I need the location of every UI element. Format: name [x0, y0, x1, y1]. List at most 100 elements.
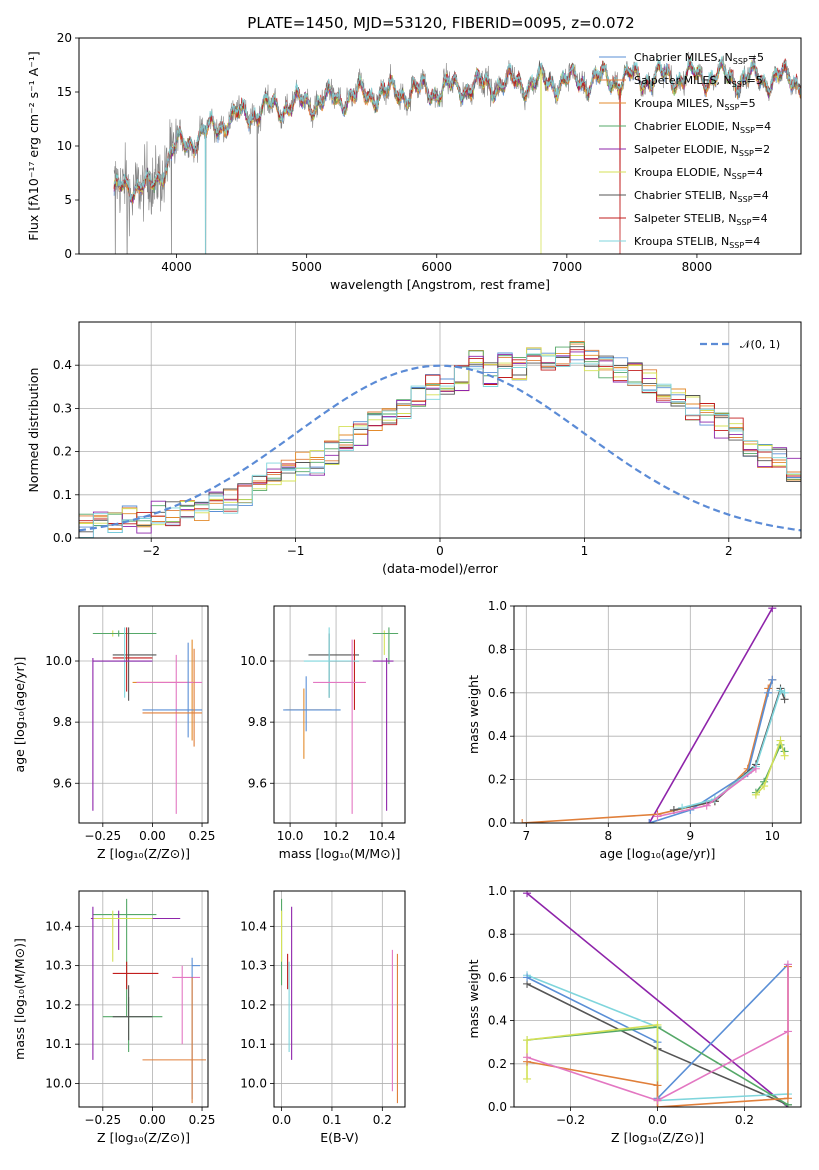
x-tick-label: 0.2	[373, 1113, 392, 1127]
x-tick-label: 0.2	[735, 1113, 754, 1127]
x-tick-label: 2	[725, 544, 733, 558]
y-tick-label: 0.0	[488, 816, 507, 830]
y-tick-label: 9.6	[248, 776, 267, 790]
errorbar-point	[112, 627, 153, 692]
mass-weight-series	[681, 689, 785, 809]
errorbar-point	[329, 639, 360, 710]
y-tick-label: 5	[64, 193, 72, 207]
errorbar-point	[308, 633, 360, 698]
axes-frame	[78, 605, 209, 824]
y-tick-label: 9.8	[53, 715, 72, 729]
model-spectrum-line	[113, 55, 801, 254]
plot-area	[523, 891, 792, 1107]
errorbar-point	[372, 657, 394, 811]
errorbar-point	[285, 688, 332, 759]
legend-label: Kroupa ELODIE, NSSP=4	[634, 166, 763, 181]
plot-area	[79, 341, 801, 538]
errorbar-point	[172, 965, 201, 1045]
errorbar-point	[92, 627, 153, 698]
x-tick-label: 5000	[291, 260, 322, 274]
mass-weight-marker	[523, 973, 532, 982]
x-tick-label: −0.25	[84, 829, 121, 843]
x-tick-label: 4000	[161, 260, 192, 274]
y-tick-label: 10.2	[45, 998, 72, 1012]
y-axis-label: mass [log₁₀(M/M⊙)]	[12, 938, 27, 1060]
mass-weight-marker	[523, 1074, 532, 1083]
normal-curve	[79, 364, 801, 532]
x-tick-label: 0.0	[272, 1113, 291, 1127]
y-tick-label: 0.1	[53, 488, 72, 502]
y-tick-label: 0.3	[53, 401, 72, 415]
x-tick-label: 10	[765, 829, 780, 843]
y-tick-label: 10.1	[240, 1037, 267, 1051]
y-tick-label: 1.0	[488, 884, 507, 898]
y-tick-label: 0.4	[53, 358, 72, 372]
x-tick-label: 9	[686, 829, 694, 843]
legend: 𝒩(0, 1)	[700, 338, 780, 351]
legend-label: Chabrier ELODIE, NSSP=4	[634, 120, 771, 135]
x-tick-label: 6000	[421, 260, 452, 274]
x-tick-label: 0.00	[139, 1113, 166, 1127]
panel-age_vs_mass: 10.0 10.2 10.4 9.6 9.8 10.0 mass [log₁₀(M/M⊙)]	[240, 605, 406, 861]
panel-mw_vs_age: 7 8 9 10 0.0 0.2 0.4 0.6 0.8 1.0 age [log₁₀(age/yr…	[466, 599, 802, 861]
mass-weight-marker	[776, 686, 785, 695]
errorbar-point	[112, 627, 157, 701]
errorbar-point	[191, 957, 201, 1100]
errorbar-point	[372, 630, 399, 655]
mass-weight-marker	[780, 751, 789, 760]
plot-area	[283, 627, 399, 814]
mass-weight-marker	[751, 790, 760, 799]
x-axis-label: E(B-V)	[320, 1130, 359, 1145]
errorbar-point	[112, 985, 153, 1041]
mass-weight-marker	[523, 1053, 532, 1062]
x-tick-label: 8	[604, 829, 612, 843]
x-tick-label: 0.1	[322, 1113, 341, 1127]
y-axis-label: age [log₁₀(age/yr)]	[12, 657, 27, 773]
y-tick-label: 10.1	[45, 1037, 72, 1051]
mass-weight-marker	[645, 819, 654, 823]
errorbar-point	[303, 627, 360, 698]
mass-weight-marker	[783, 1027, 792, 1036]
y-tick-label: 0.4	[488, 1014, 507, 1028]
x-tick-label: 10.4	[369, 829, 396, 843]
x-tick-label: 7	[522, 829, 530, 843]
y-axis-label: Normed distribution	[26, 368, 41, 493]
x-tick-label: 0	[436, 544, 444, 558]
mass-weight-series	[648, 607, 773, 823]
y-axis-label: Flux [fλ10⁻¹⁷ erg cm⁻² s⁻¹ A⁻¹]	[26, 51, 41, 240]
x-axis-label: age [log₁₀(age/yr)]	[600, 846, 716, 861]
mass-weight-marker	[653, 1096, 662, 1105]
x-axis-label: Z [log₁₀(Z/Z⊙)]	[611, 1130, 704, 1145]
plot-area	[90, 898, 207, 1104]
panel-spectrum: 4000 5000 6000 7000 8000 0 5 10 15 20 wavelength […	[26, 31, 802, 292]
axes-frame	[273, 605, 406, 824]
errorbar-point	[92, 910, 153, 962]
y-tick-label: 10.3	[45, 959, 72, 973]
legend-label: 𝒩(0, 1)	[740, 338, 780, 351]
mass-weight-marker	[523, 1036, 532, 1045]
x-tick-label: −1	[287, 544, 305, 558]
y-tick-label: 10.3	[240, 959, 267, 973]
axes-frame	[273, 890, 406, 1108]
x-axis-label: (data-model)/error	[382, 561, 499, 576]
x-tick-label: 10.2	[323, 829, 350, 843]
mass-weight-series	[526, 964, 789, 1102]
mass-weight-series	[526, 892, 789, 1107]
y-tick-label: 0.2	[53, 445, 72, 459]
errorbar-point	[136, 654, 203, 814]
legend-label: Chabrier STELIB, NSSP=4	[634, 189, 769, 204]
y-tick-label: 15	[57, 85, 72, 99]
plot-area	[281, 898, 398, 1104]
mass-weight-marker	[780, 688, 789, 697]
y-tick-label: 0.8	[488, 642, 507, 656]
y-tick-label: 0.0	[53, 531, 72, 545]
mass-weight-series	[522, 679, 774, 823]
x-tick-label: −0.25	[84, 1113, 121, 1127]
y-axis-label: mass weight	[466, 959, 481, 1038]
panel-mw_vs_Z: −0.2 0.0 0.2 0.0 0.2 0.4 0.6 0.8 1.0 Z [log₁₀(Z/Z…	[466, 884, 802, 1145]
mass-weight-marker	[783, 960, 792, 969]
mass-weight-marker	[751, 764, 760, 773]
mass-weight-series	[526, 966, 789, 1107]
y-tick-label: 1.0	[488, 599, 507, 613]
